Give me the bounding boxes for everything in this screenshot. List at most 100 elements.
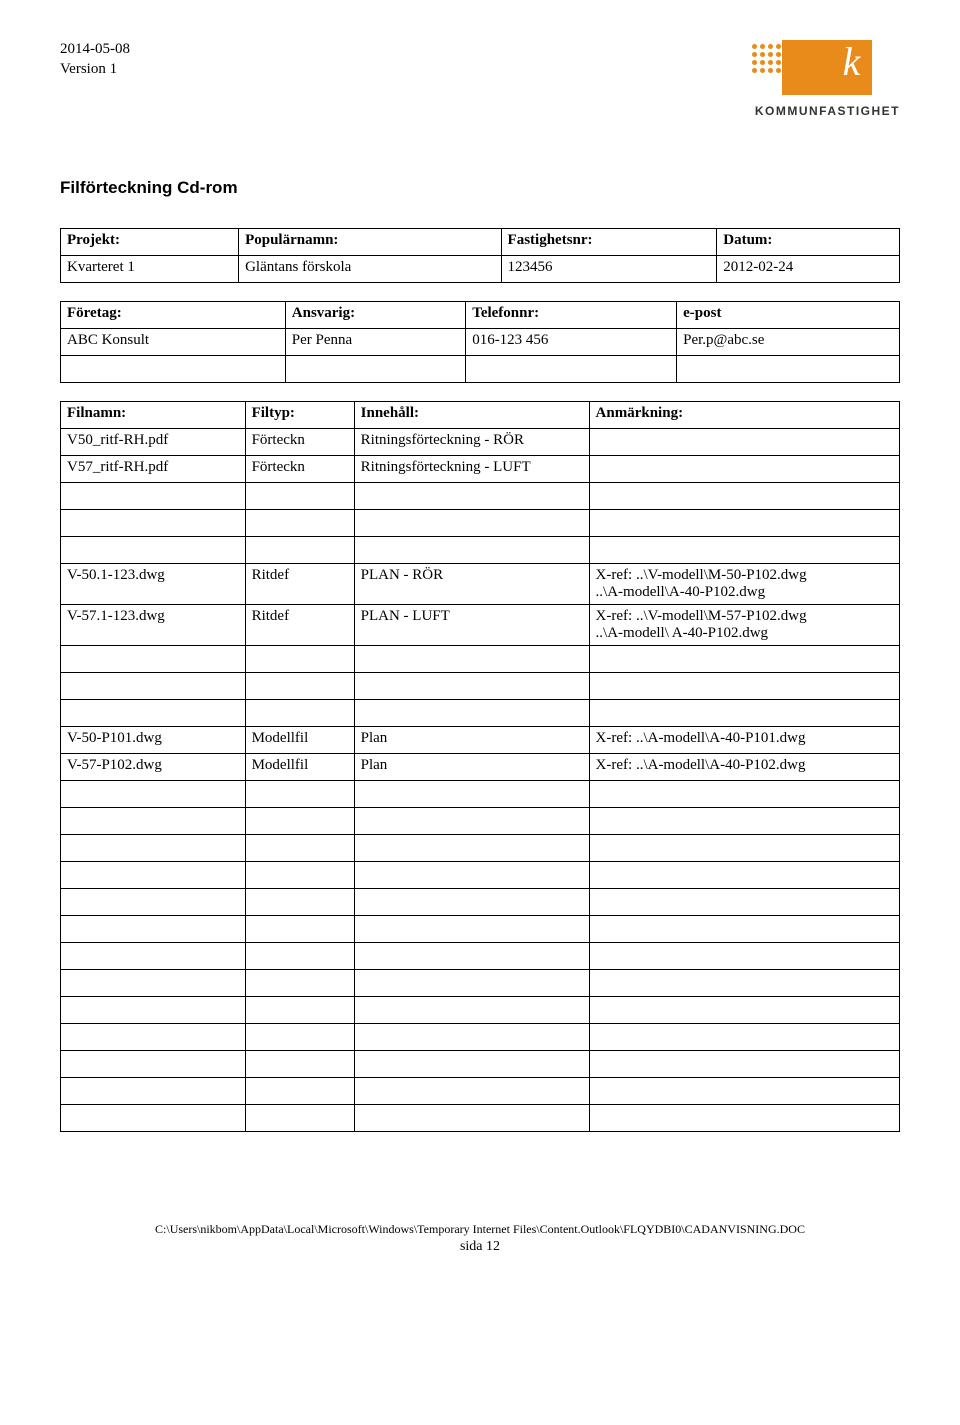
cell <box>354 835 589 862</box>
cell <box>61 537 246 564</box>
table-row: V-50-P101.dwgModellfilPlanX-ref: ..\A-mo… <box>61 727 900 754</box>
cell <box>589 808 899 835</box>
logo: k KOMMUNFASTIGHET <box>755 40 900 118</box>
cell <box>61 700 246 727</box>
section-title: Filförteckning Cd-rom <box>60 178 900 198</box>
col-header: Anmärkning: <box>589 402 899 429</box>
cell <box>354 700 589 727</box>
cell: X-ref: ..\V-modell\M-50-P102.dwg..\A-mod… <box>589 564 899 605</box>
cell: V50_ritf-RH.pdf <box>61 429 246 456</box>
cell <box>466 356 677 383</box>
table-row: V-57.1-123.dwgRitdefPLAN - LUFTX-ref: ..… <box>61 605 900 646</box>
col-header: Datum: <box>717 229 900 256</box>
cell <box>61 835 246 862</box>
cell <box>589 700 899 727</box>
cell <box>245 1105 354 1132</box>
footer-page-num: 12 <box>486 1239 500 1254</box>
cell: Kvarteret 1 <box>61 256 239 283</box>
cell: 123456 <box>501 256 717 283</box>
table-row: V50_ritf-RH.pdfFörtecknRitningsförteckni… <box>61 429 900 456</box>
cell <box>61 862 246 889</box>
logo-letter-icon: k <box>843 38 861 85</box>
cell <box>589 1105 899 1132</box>
cell <box>245 862 354 889</box>
cell: V-57.1-123.dwg <box>61 605 246 646</box>
cell <box>589 889 899 916</box>
cell <box>61 1024 246 1051</box>
cell <box>245 916 354 943</box>
table-row <box>61 1105 900 1132</box>
cell: Per Penna <box>285 329 465 356</box>
table-row <box>61 997 900 1024</box>
table-row: V-57-P102.dwgModellfilPlanX-ref: ..\A-mo… <box>61 754 900 781</box>
cell <box>354 673 589 700</box>
cell <box>245 835 354 862</box>
cell <box>61 1105 246 1132</box>
table-row <box>61 916 900 943</box>
cell <box>245 889 354 916</box>
cell: 016-123 456 <box>466 329 677 356</box>
footer-page-label: sida <box>460 1239 483 1254</box>
cell: X-ref: ..\A-modell\A-40-P101.dwg <box>589 727 899 754</box>
table-row: V57_ritf-RH.pdfFörtecknRitningsförteckni… <box>61 456 900 483</box>
cell: Ritningsförteckning - RÖR <box>354 429 589 456</box>
table-header-row: Filnamn: Filtyp: Innehåll: Anmärkning: <box>61 402 900 429</box>
cell: Gläntans förskola <box>239 256 501 283</box>
file-listing-table: Filnamn: Filtyp: Innehåll: Anmärkning: V… <box>60 401 900 1132</box>
table-row <box>61 970 900 997</box>
header-meta: 2014-05-08 Version 1 <box>60 40 130 79</box>
table-row <box>61 646 900 673</box>
cell <box>354 943 589 970</box>
cell: X-ref: ..\V-modell\M-57-P102.dwg..\A-mod… <box>589 605 899 646</box>
cell <box>61 1051 246 1078</box>
col-header: Företag: <box>61 302 286 329</box>
cell <box>354 997 589 1024</box>
col-header: Projekt: <box>61 229 239 256</box>
cell <box>61 889 246 916</box>
cell <box>589 456 899 483</box>
cell <box>589 673 899 700</box>
cell <box>245 808 354 835</box>
col-header: Innehåll: <box>354 402 589 429</box>
table-row <box>61 943 900 970</box>
cell <box>61 997 246 1024</box>
page-footer: C:\Users\nikbom\AppData\Local\Microsoft\… <box>60 1222 900 1255</box>
cell <box>61 510 246 537</box>
cell <box>354 889 589 916</box>
cell <box>245 1051 354 1078</box>
cell: Förteckn <box>245 456 354 483</box>
table-row <box>61 862 900 889</box>
table-row: Kvarteret 1 Gläntans förskola 123456 201… <box>61 256 900 283</box>
footer-path: C:\Users\nikbom\AppData\Local\Microsoft\… <box>60 1222 900 1237</box>
table-row <box>61 673 900 700</box>
table-row <box>61 356 900 383</box>
cell <box>245 673 354 700</box>
col-header: Populärnamn: <box>239 229 501 256</box>
cell <box>61 808 246 835</box>
col-header: Fastighetsnr: <box>501 229 717 256</box>
table-row <box>61 510 900 537</box>
cell <box>589 429 899 456</box>
table-row <box>61 1078 900 1105</box>
cell <box>354 646 589 673</box>
table-row <box>61 889 900 916</box>
cell <box>589 483 899 510</box>
table-row <box>61 483 900 510</box>
cell <box>245 483 354 510</box>
cell: V57_ritf-RH.pdf <box>61 456 246 483</box>
cell: Plan <box>354 727 589 754</box>
project-meta-table: Projekt: Populärnamn: Fastighetsnr: Datu… <box>60 228 900 283</box>
cell: Modellfil <box>245 727 354 754</box>
cell: Per.p@abc.se <box>677 329 900 356</box>
cell <box>354 1078 589 1105</box>
table-row <box>61 808 900 835</box>
cell <box>354 1105 589 1132</box>
cell: V-57-P102.dwg <box>61 754 246 781</box>
cell <box>354 1024 589 1051</box>
cell <box>589 510 899 537</box>
cell: ABC Konsult <box>61 329 286 356</box>
cell <box>589 997 899 1024</box>
cell <box>677 356 900 383</box>
cell <box>354 510 589 537</box>
logo-text: KOMMUNFASTIGHET <box>755 104 900 118</box>
